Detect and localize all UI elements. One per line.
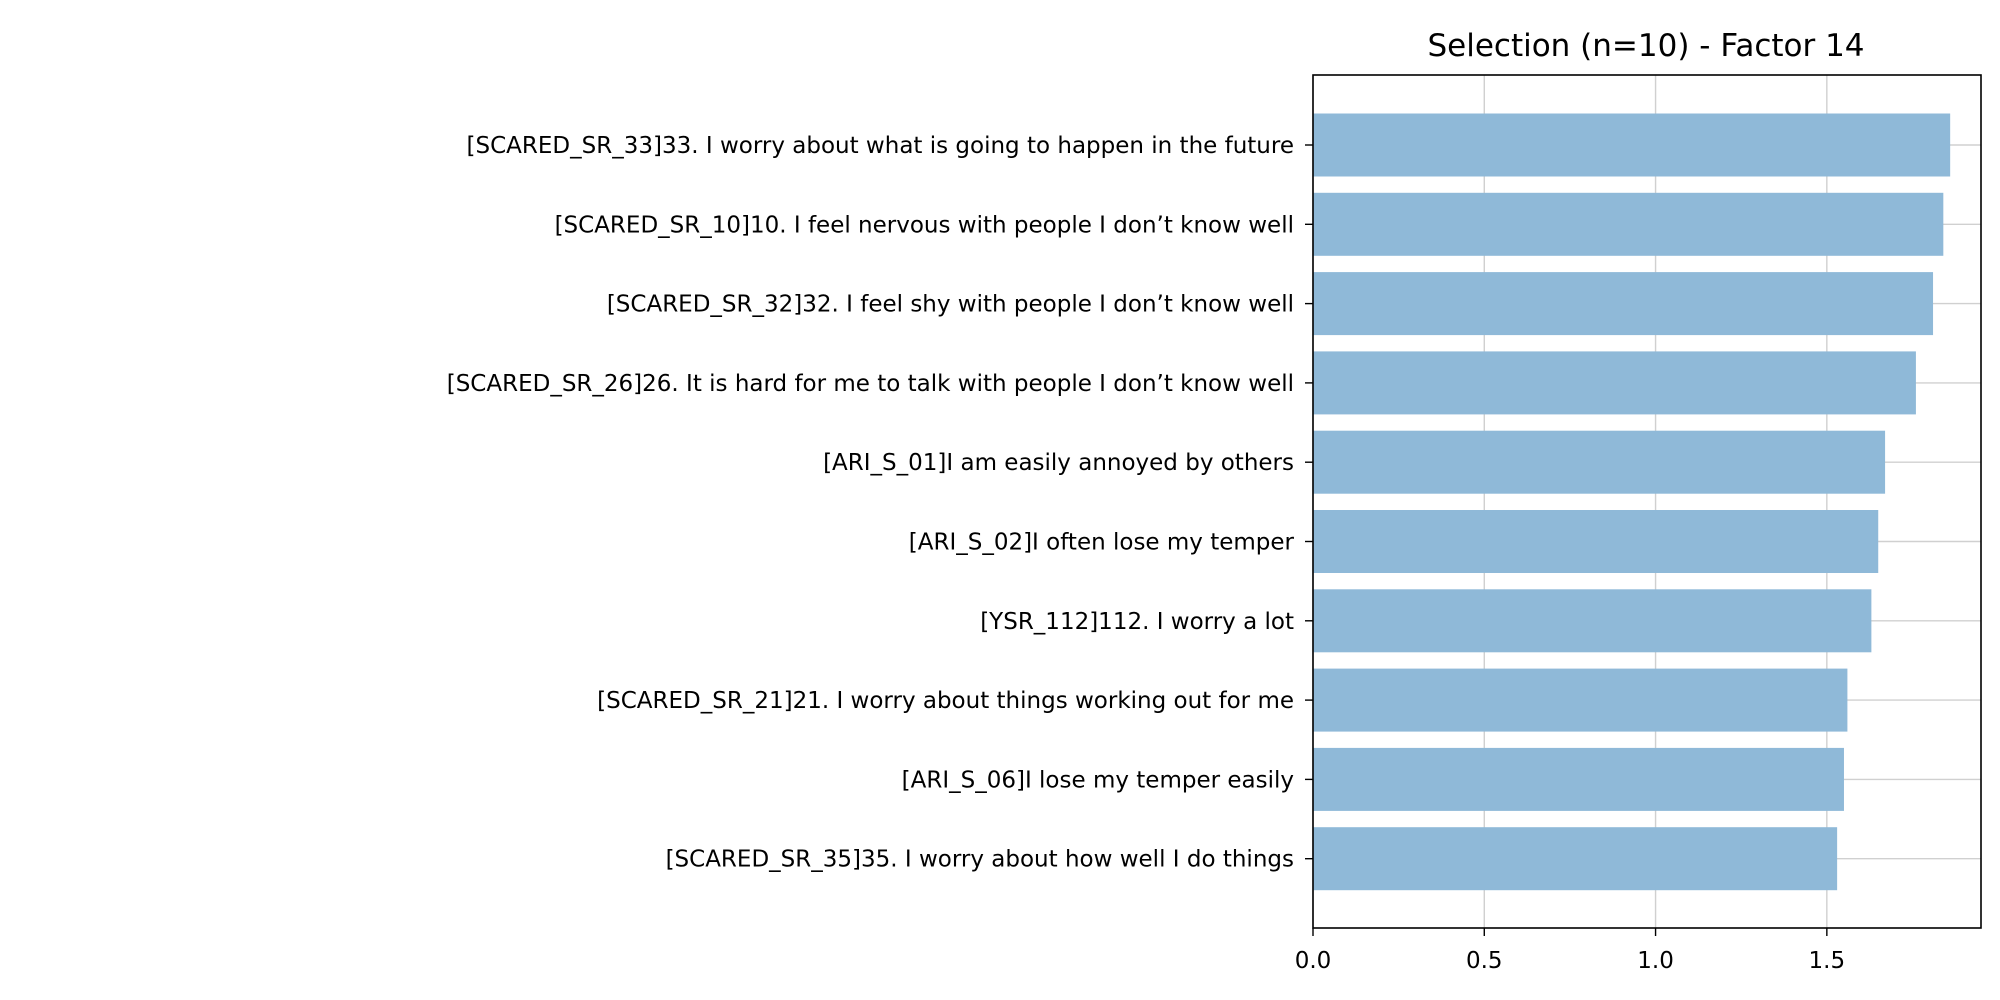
bar <box>1313 192 1944 256</box>
bar <box>1313 668 1848 732</box>
bar <box>1313 827 1838 891</box>
chart-title: Selection (n=10) - Factor 14 <box>1427 28 1864 64</box>
y-tick-label: [SCARED_SR_32]32. I feel shy with people… <box>607 292 1294 318</box>
x-axis: 0.0 0.5 1.0 1.5 <box>1295 928 1845 974</box>
y-tick-label: [SCARED_SR_21]21. I worry about things w… <box>597 688 1294 714</box>
bars-layer <box>1313 113 1951 891</box>
bar <box>1313 113 1951 177</box>
bar <box>1313 272 1934 336</box>
bar <box>1313 589 1872 653</box>
bar <box>1313 747 1844 811</box>
bar <box>1313 510 1879 573</box>
y-tick-label: [SCARED_SR_26]26. It is hard for me to t… <box>447 371 1294 397</box>
y-tick-label: [SCARED_SR_10]10. I feel nervous with pe… <box>555 212 1294 238</box>
plot-frame <box>1312 74 1982 929</box>
x-tick-label: 1.0 <box>1637 948 1674 974</box>
x-tick-label: 0.0 <box>1295 948 1332 974</box>
y-tick-label: [YSR_112]112. I worry a lot <box>980 609 1294 635</box>
bar <box>1313 430 1886 494</box>
x-tick-label: 1.5 <box>1809 948 1846 974</box>
y-tick-label: [ARI_S_06]I lose my temper easily <box>902 767 1294 793</box>
y-axis: [SCARED_SR_33]33. I worry about what is … <box>447 133 1313 873</box>
y-tick-label: [ARI_S_01]I am easily annoyed by others <box>823 450 1294 476</box>
x-tick-label: 0.5 <box>1466 948 1503 974</box>
y-tick-label: [SCARED_SR_33]33. I worry about what is … <box>467 133 1294 159</box>
y-tick-label: [ARI_S_02]I often lose my temper <box>909 530 1295 556</box>
y-tick-label: [SCARED_SR_35]35. I worry about how well… <box>666 847 1294 873</box>
bar <box>1313 351 1916 415</box>
